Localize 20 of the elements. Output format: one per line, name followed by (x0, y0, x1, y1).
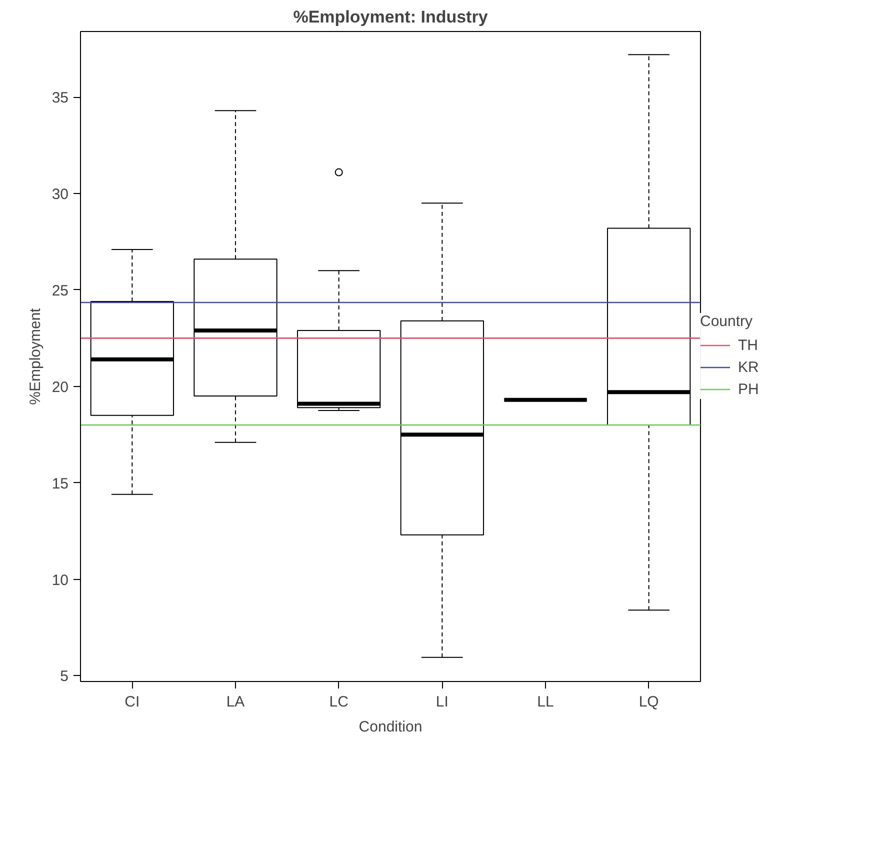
y-axis-title: %Employment (26, 307, 44, 405)
y-tick-label: 35 (52, 90, 69, 107)
x-tick-label: CI (124, 694, 140, 710)
legend-label: PH (738, 380, 759, 398)
y-tick-label: 20 (52, 378, 69, 396)
y-tick-label: 25 (52, 282, 69, 300)
y-tick-label: 10 (52, 572, 69, 589)
x-tick-label: LQ (638, 694, 659, 710)
y-tick-label: 5 (60, 668, 68, 686)
x-axis-title: Condition (358, 718, 422, 736)
x-tick-label: LL (537, 694, 554, 710)
x-tick-label: LC (329, 694, 349, 710)
chart-title: %Employment: Industry (293, 8, 488, 26)
y-tick-label: 30 (52, 186, 69, 204)
ref-line-label: TH (738, 336, 758, 354)
x-tick-label: LA (226, 694, 245, 710)
legend-label: KR (738, 358, 759, 376)
y-tick-label: 15 (52, 475, 69, 492)
legend-title: Country (700, 313, 754, 330)
x-tick-label: LI (436, 694, 448, 710)
